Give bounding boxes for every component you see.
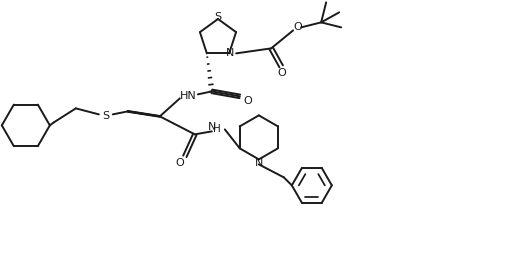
Text: N: N [208, 122, 216, 132]
Text: O: O [278, 68, 287, 78]
Text: H: H [213, 124, 221, 134]
Text: O: O [175, 158, 184, 168]
Text: O: O [294, 22, 303, 32]
Text: N: N [226, 48, 234, 58]
Text: N: N [254, 158, 263, 168]
Text: S: S [102, 111, 109, 121]
Text: HN: HN [180, 91, 196, 101]
Text: S: S [214, 13, 222, 23]
Text: O: O [243, 96, 252, 106]
